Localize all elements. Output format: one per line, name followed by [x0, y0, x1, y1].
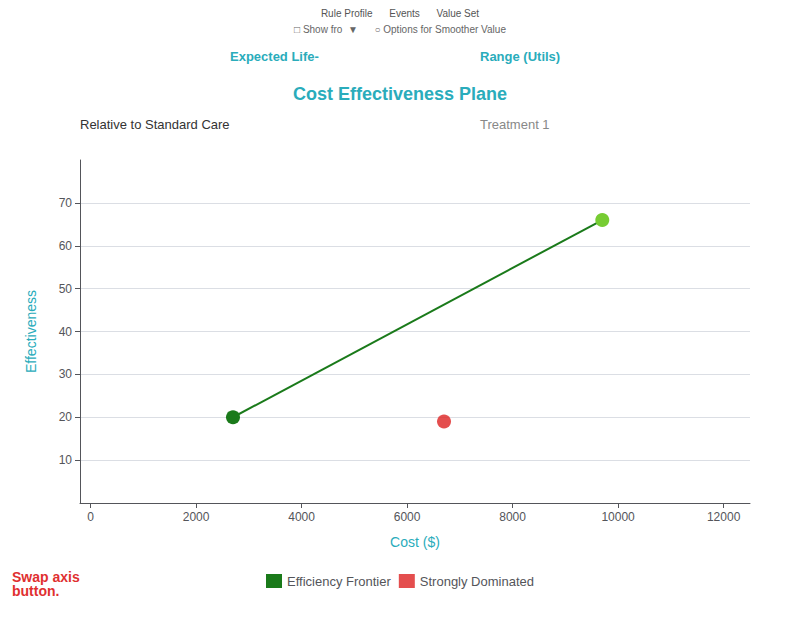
svg-text:10000: 10000	[601, 510, 635, 524]
svg-text:button.: button.	[12, 583, 59, 599]
svg-text:Rule Profile Events: Rule Profile Events Value Set	[321, 8, 479, 19]
svg-text:20: 20	[59, 410, 73, 424]
svg-text:Treatment 1: Treatment 1	[480, 117, 550, 132]
svg-text:6000: 6000	[394, 510, 421, 524]
svg-text:Cost Effectiveness Plane: Cost Effectiveness Plane	[293, 84, 507, 104]
svg-text:Strongly Dominated: Strongly Dominated	[420, 574, 534, 589]
svg-text:□ Show fro ▼ ○ Options f: □ Show fro ▼ ○ Options for Smoother Valu…	[294, 24, 506, 35]
svg-text:30: 30	[59, 367, 73, 381]
svg-text:Swap axis: Swap axis	[12, 569, 80, 585]
svg-text:60: 60	[59, 239, 73, 253]
svg-text:Expected Life-: Expected Life-	[230, 49, 319, 64]
svg-text:Effectiveness: Effectiveness	[23, 290, 39, 373]
svg-text:4000: 4000	[288, 510, 315, 524]
svg-text:8000: 8000	[499, 510, 526, 524]
svg-text:Efficiency Frontier: Efficiency Frontier	[287, 574, 391, 589]
svg-text:40: 40	[59, 325, 73, 339]
svg-text:50: 50	[59, 282, 73, 296]
svg-text:2000: 2000	[183, 510, 210, 524]
svg-text:10: 10	[59, 453, 73, 467]
svg-text:70: 70	[59, 196, 73, 210]
svg-text:0: 0	[87, 510, 94, 524]
svg-text:Range (Utils): Range (Utils)	[480, 49, 560, 64]
svg-text:12000: 12000	[707, 510, 741, 524]
svg-text:Cost ($): Cost ($)	[390, 534, 440, 550]
svg-text:Relative to Standard Care: Relative to Standard Care	[80, 117, 230, 132]
